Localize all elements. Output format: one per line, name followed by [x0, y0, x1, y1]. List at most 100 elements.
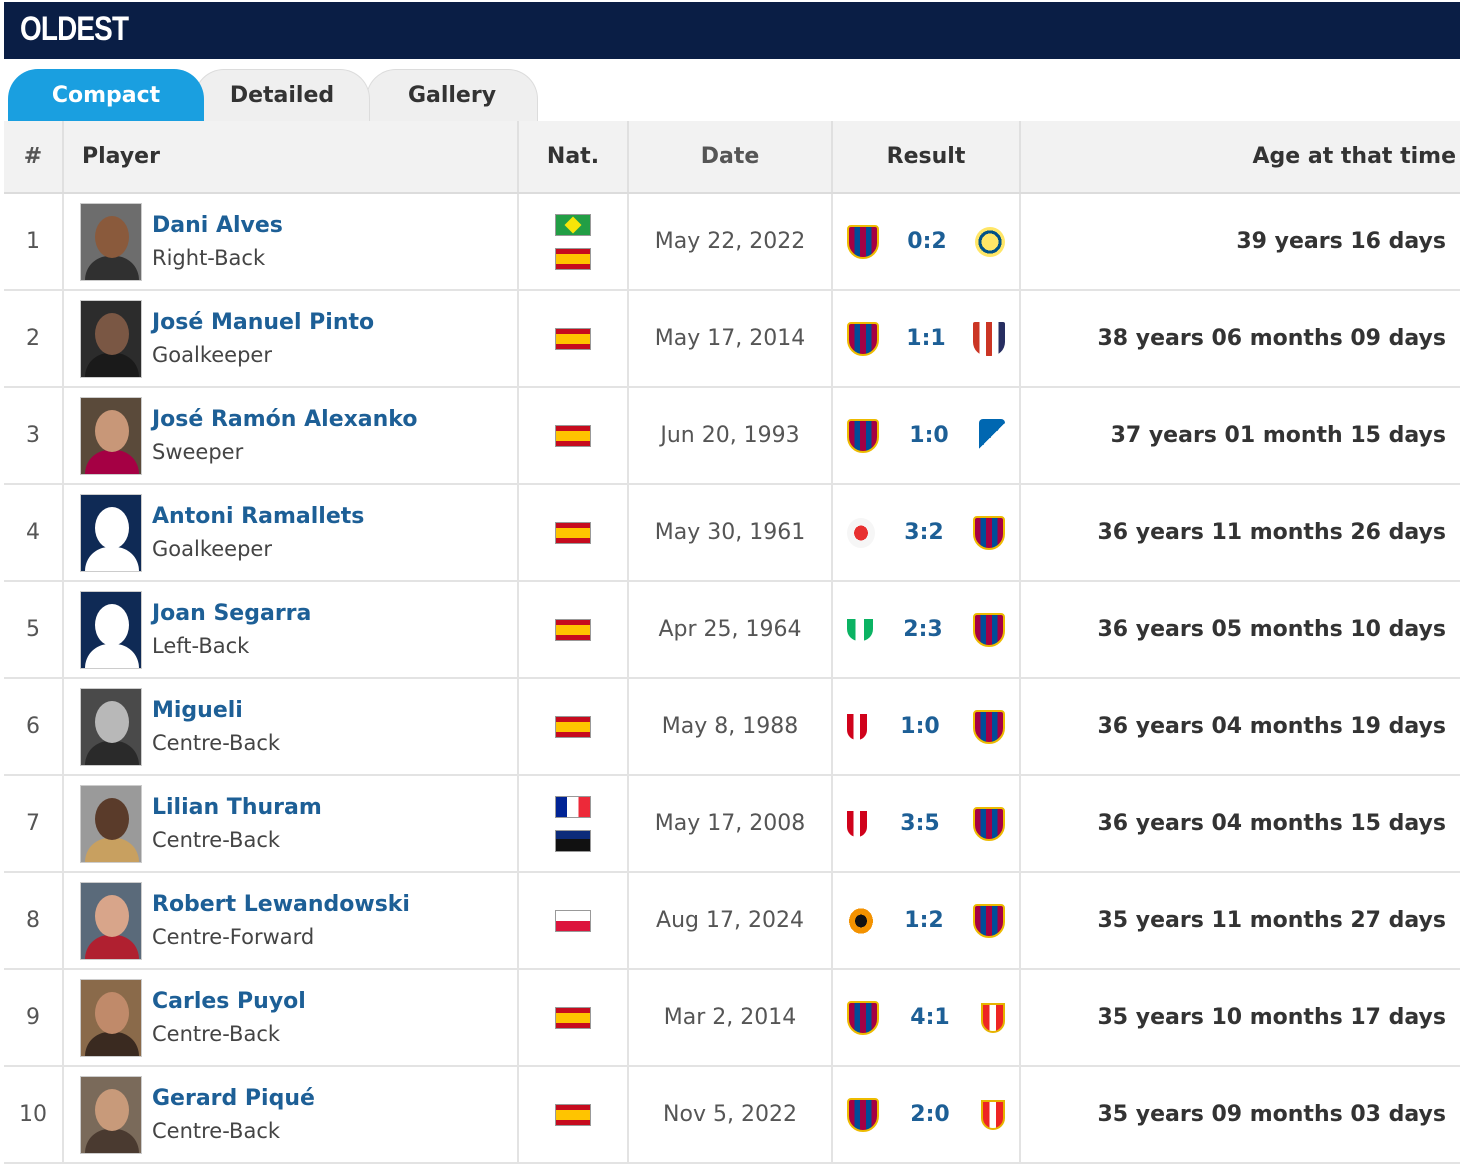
- table-row: 2 José Manuel Pinto Goalkeeper May 17, 2…: [4, 290, 1460, 388]
- player-cell: Joan Segarra Left-Back: [63, 581, 519, 679]
- tab-gallery[interactable]: Gallery: [366, 69, 538, 121]
- flag-br-icon: [555, 213, 591, 236]
- player-name-link[interactable]: Carles Puyol: [152, 989, 306, 1014]
- column-header-date: Date: [628, 121, 833, 194]
- away-club-crest-icon[interactable]: [972, 515, 1005, 550]
- age-at-that-time: 36 years 04 months 15 days: [1020, 775, 1460, 873]
- result-cell: 1:2: [832, 872, 1021, 970]
- player-name-link[interactable]: Gerard Piqué: [152, 1086, 315, 1111]
- home-club-crest-icon[interactable]: [847, 618, 873, 641]
- table-header-row: # Player Nat. Date Result Age at that ti…: [4, 121, 1460, 194]
- player-name-link[interactable]: Migueli: [152, 698, 243, 723]
- match-score-link[interactable]: 1:2: [904, 908, 944, 933]
- player-name-link[interactable]: Lilian Thuram: [152, 795, 322, 820]
- player-photo[interactable]: [80, 784, 142, 863]
- player-name-link[interactable]: Antoni Ramallets: [152, 504, 365, 529]
- player-name-link[interactable]: José Ramón Alexanko: [152, 407, 418, 432]
- table-row: 8 Robert Lewandowski Centre-Forward Aug …: [4, 872, 1460, 970]
- match-score-link[interactable]: 4:1: [910, 1005, 950, 1030]
- home-club-crest-icon[interactable]: [847, 517, 875, 548]
- row-number: 8: [4, 872, 64, 970]
- nationality-cell: [518, 581, 629, 679]
- flag-es-icon: [555, 327, 591, 350]
- home-club-crest-icon[interactable]: [847, 810, 867, 837]
- home-club-crest-icon[interactable]: [847, 321, 879, 356]
- match-score-link[interactable]: 2:3: [903, 617, 943, 642]
- match-date: Aug 17, 2024: [628, 872, 833, 970]
- row-number: 1: [4, 193, 64, 291]
- flag-es-icon: [555, 1006, 591, 1029]
- player-photo[interactable]: [80, 881, 142, 960]
- player-photo[interactable]: [80, 978, 142, 1057]
- nationality-cell: [518, 678, 629, 776]
- player-photo[interactable]: [80, 202, 142, 281]
- nationality-cell: [518, 290, 629, 388]
- player-name-link[interactable]: Robert Lewandowski: [152, 892, 410, 917]
- flag-es-icon: [555, 618, 591, 641]
- player-name-link[interactable]: Joan Segarra: [152, 601, 312, 626]
- column-header-player: Player: [63, 121, 519, 194]
- away-club-crest-icon[interactable]: [978, 418, 1005, 453]
- age-at-that-time: 35 years 09 months 03 days: [1020, 1066, 1460, 1164]
- table-row: 1 Dani Alves Right-Back May 22, 2022 0:2…: [4, 193, 1460, 291]
- column-header-nationality: Nat.: [518, 121, 629, 194]
- result-cell: 4:1: [832, 969, 1021, 1067]
- home-club-crest-icon[interactable]: [847, 224, 879, 259]
- player-cell: Gerard Piqué Centre-Back: [63, 1066, 519, 1164]
- home-club-crest-icon[interactable]: [847, 1000, 879, 1035]
- match-score-link[interactable]: 1:0: [900, 714, 940, 739]
- flag-es-icon: [555, 247, 591, 270]
- table-row: 9 Carles Puyol Centre-Back Mar 2, 2014 4…: [4, 969, 1460, 1067]
- player-name-link[interactable]: Dani Alves: [152, 213, 283, 238]
- home-club-crest-icon[interactable]: [847, 418, 879, 453]
- player-photo[interactable]: [80, 396, 142, 475]
- player-position: Centre-Forward: [152, 925, 315, 949]
- player-position: Goalkeeper: [152, 537, 272, 561]
- away-club-crest-icon[interactable]: [972, 903, 1005, 938]
- row-number: 10: [4, 1066, 64, 1164]
- match-score-link[interactable]: 3:2: [904, 520, 944, 545]
- row-number: 4: [4, 484, 64, 582]
- match-score-link[interactable]: 1:0: [909, 423, 949, 448]
- result-cell: 1:0: [832, 387, 1021, 485]
- player-photo[interactable]: [80, 687, 142, 766]
- match-date: May 17, 2014: [628, 290, 833, 388]
- match-score-link[interactable]: 0:2: [907, 229, 947, 254]
- match-date: May 17, 2008: [628, 775, 833, 873]
- player-cell: José Ramón Alexanko Sweeper: [63, 387, 519, 485]
- column-header-number: #: [4, 121, 64, 194]
- player-position: Sweeper: [152, 440, 244, 464]
- match-score-link[interactable]: 2:0: [910, 1102, 950, 1127]
- home-club-crest-icon[interactable]: [847, 1097, 879, 1132]
- player-photo-placeholder[interactable]: [80, 493, 142, 572]
- result-cell: 0:2: [832, 193, 1021, 291]
- away-club-crest-icon[interactable]: [972, 806, 1005, 841]
- tab-compact[interactable]: Compact: [8, 69, 204, 121]
- result-cell: 3:5: [832, 775, 1021, 873]
- player-cell: José Manuel Pinto Goalkeeper: [63, 290, 519, 388]
- player-cell: Dani Alves Right-Back: [63, 193, 519, 291]
- row-number: 9: [4, 969, 64, 1067]
- flag-es-icon: [555, 715, 591, 738]
- away-club-crest-icon[interactable]: [980, 1099, 1005, 1130]
- column-header-age: Age at that time: [1020, 121, 1460, 194]
- row-number: 2: [4, 290, 64, 388]
- column-header-result: Result: [832, 121, 1021, 194]
- flag-es-icon: [555, 521, 591, 544]
- away-club-crest-icon[interactable]: [972, 612, 1005, 647]
- away-club-crest-icon[interactable]: [972, 321, 1005, 356]
- player-photo[interactable]: [80, 299, 142, 378]
- player-name-link[interactable]: José Manuel Pinto: [152, 310, 375, 335]
- tab-detailed[interactable]: Detailed: [194, 69, 370, 121]
- player-photo[interactable]: [80, 1075, 142, 1154]
- nationality-cell: [518, 872, 629, 970]
- player-photo-placeholder[interactable]: [80, 590, 142, 669]
- section-header: OLDEST: [4, 2, 1460, 59]
- away-club-crest-icon[interactable]: [972, 709, 1005, 744]
- away-club-crest-icon[interactable]: [980, 1002, 1005, 1033]
- home-club-crest-icon[interactable]: [847, 713, 867, 740]
- match-score-link[interactable]: 3:5: [900, 811, 940, 836]
- away-club-crest-icon[interactable]: [974, 226, 1005, 257]
- match-score-link[interactable]: 1:1: [906, 326, 946, 351]
- home-club-crest-icon[interactable]: [847, 905, 875, 936]
